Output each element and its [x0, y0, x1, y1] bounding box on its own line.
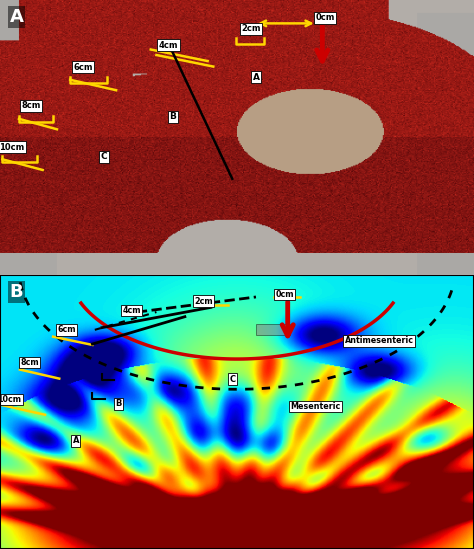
Text: A: A	[9, 8, 23, 26]
Text: 8cm: 8cm	[20, 358, 39, 367]
Text: B: B	[170, 113, 176, 121]
Text: 10cm: 10cm	[0, 143, 25, 152]
Text: B: B	[9, 283, 23, 301]
Text: 6cm: 6cm	[73, 63, 93, 72]
Text: 2cm: 2cm	[241, 24, 261, 33]
Text: 6cm: 6cm	[57, 326, 76, 334]
Bar	[256, 324, 290, 335]
Text: 0cm: 0cm	[275, 290, 294, 299]
Text: C: C	[229, 374, 235, 384]
Text: 10cm: 10cm	[0, 395, 21, 404]
Text: 0cm: 0cm	[316, 13, 335, 23]
Text: B: B	[115, 399, 122, 408]
Text: A: A	[73, 436, 79, 445]
Text: C: C	[101, 152, 108, 161]
Text: Antimesenteric: Antimesenteric	[345, 337, 414, 345]
Text: A: A	[253, 72, 259, 81]
Text: 8cm: 8cm	[21, 102, 40, 110]
Text: 2cm: 2cm	[194, 296, 213, 306]
Text: Mesenteric: Mesenteric	[290, 402, 340, 411]
Text: 4cm: 4cm	[122, 306, 141, 315]
Text: 4cm: 4cm	[158, 41, 178, 50]
